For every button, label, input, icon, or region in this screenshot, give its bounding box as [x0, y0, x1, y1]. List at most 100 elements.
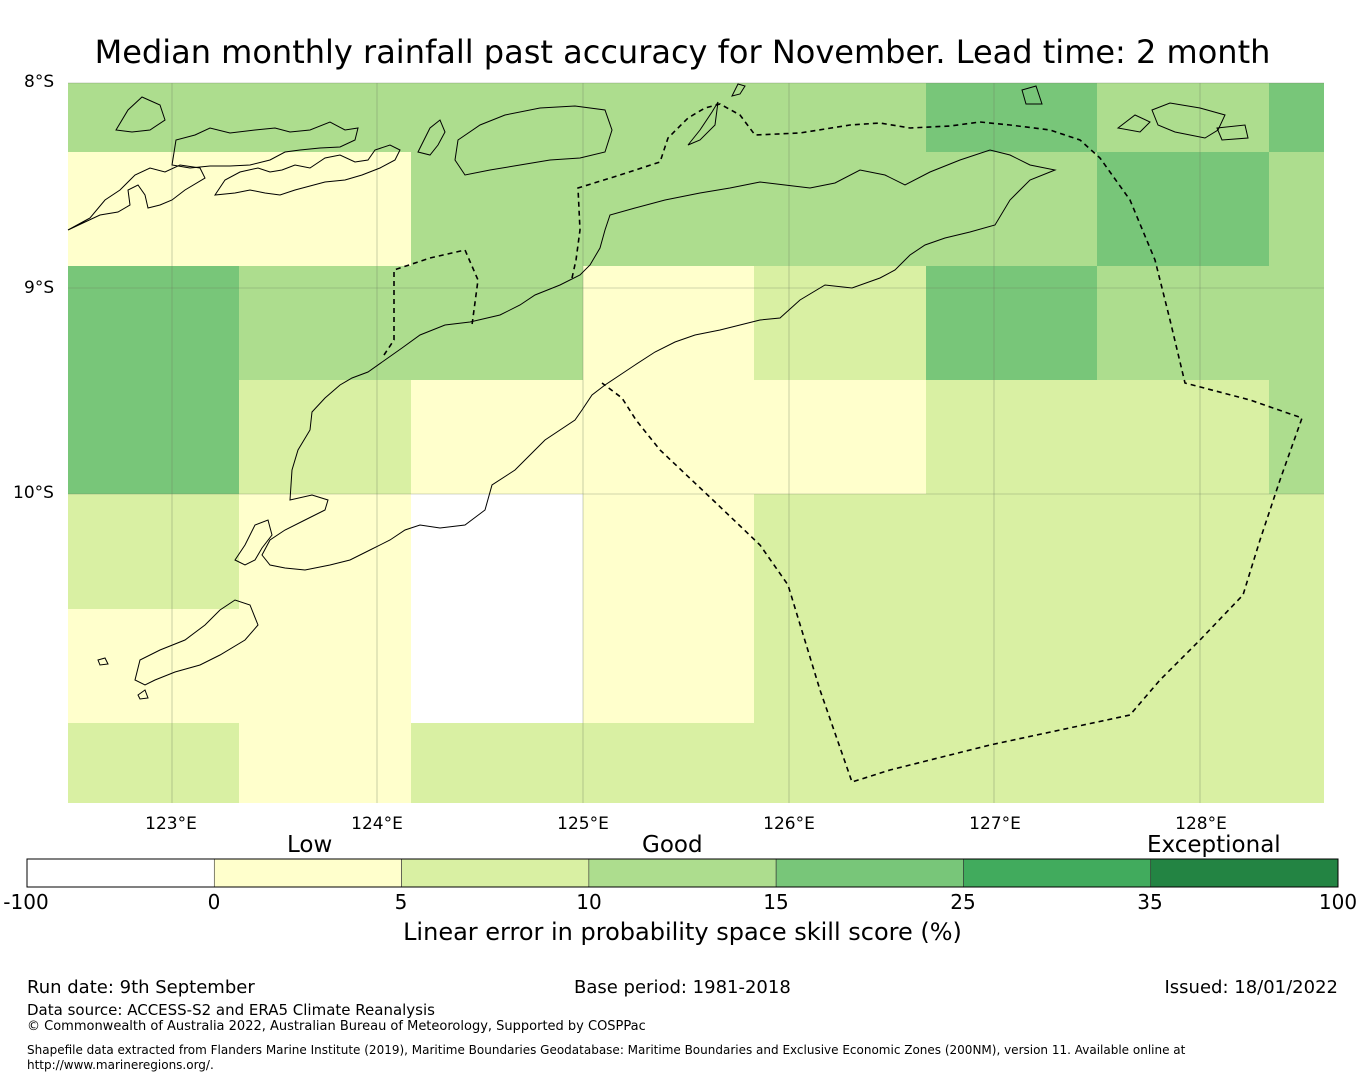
skill-cell — [411, 494, 583, 609]
colorbar-tick-3: 10 — [576, 890, 602, 914]
skill-cell — [1269, 152, 1324, 266]
colorbar-tick-1: 0 — [207, 890, 221, 914]
colorbar-category-low: Low — [287, 832, 333, 858]
skill-cell — [926, 494, 1097, 609]
colorbar-tick-5: 25 — [950, 890, 976, 914]
skill-cell — [926, 83, 1097, 152]
skill-cell — [754, 609, 926, 723]
coastline-north-islands — [67, 164, 206, 231]
skill-cell — [1097, 152, 1269, 266]
skill-cell — [411, 380, 583, 494]
skill-cell — [583, 152, 754, 266]
skill-cell — [926, 723, 1097, 803]
colorbar-swatch — [213, 858, 402, 888]
graticule — [68, 82, 1324, 803]
skill-cell — [754, 266, 926, 380]
coastline-islet — [137, 689, 149, 700]
lon-label-128e: 128°E — [1175, 814, 1227, 834]
eez-boundary-oecusse — [383, 249, 479, 356]
lon-label-123e: 123°E — [145, 814, 197, 834]
skill-cell — [239, 609, 411, 723]
coastline-islet-c — [1216, 124, 1249, 141]
skill-cell — [68, 494, 239, 609]
shapefile-url: http://www.marineregions.org/. — [27, 1058, 214, 1072]
skill-cell — [68, 266, 239, 380]
colorbar-swatch — [588, 858, 777, 888]
shapefile-credit: Shapefile data extracted from Flanders M… — [27, 1043, 1186, 1057]
coastline-alor — [417, 119, 446, 156]
coastline-ndao — [97, 657, 109, 666]
coastline-north-strip — [687, 101, 719, 146]
lat-label-8s: 8°S — [24, 72, 55, 92]
skill-cell — [583, 380, 754, 494]
skill-cell — [754, 83, 926, 152]
skill-cell — [1269, 380, 1324, 494]
coastline-top-sliver — [731, 83, 746, 97]
skill-cell — [1097, 266, 1269, 380]
skill-cell — [68, 83, 239, 152]
coastline-east-island — [1021, 85, 1043, 105]
lon-label-126e: 126°E — [763, 814, 815, 834]
skill-cell — [411, 609, 583, 723]
skill-grid — [68, 83, 1324, 803]
colorbar-tick-2: 5 — [394, 890, 408, 914]
skill-cell — [411, 152, 583, 266]
coastline-island-c — [213, 144, 401, 196]
lon-label-127e: 127°E — [969, 814, 1021, 834]
skill-cell — [68, 380, 239, 494]
skill-cell — [411, 266, 583, 380]
coastline-islet-b — [1116, 114, 1151, 133]
skill-cell — [68, 609, 239, 723]
skill-cell — [583, 723, 754, 803]
colorbar-tick-7: 100 — [1318, 890, 1358, 914]
skill-cell — [583, 266, 754, 380]
skill-cell — [239, 83, 411, 152]
skill-cell — [754, 494, 926, 609]
map-title: Median monthly rainfall past accuracy fo… — [94, 33, 1271, 71]
skill-cell — [239, 266, 411, 380]
skill-cell — [1097, 494, 1269, 609]
run-date: Run date: 9th September — [27, 977, 255, 998]
data-source: Data source: ACCESS-S2 and ERA5 Climate … — [27, 1001, 435, 1019]
colorbar-tick-6: 35 — [1137, 890, 1163, 914]
lat-label-9s: 9°S — [24, 278, 55, 298]
skill-cell — [1097, 609, 1269, 723]
colorbar-swatch — [1150, 858, 1339, 888]
lon-label-124e: 124°E — [351, 814, 403, 834]
skill-cell — [583, 83, 754, 152]
skill-cell — [239, 380, 411, 494]
skill-cell — [926, 609, 1097, 723]
coastline-rote — [134, 599, 259, 686]
coastline-island-a — [115, 96, 166, 133]
skill-cell — [926, 266, 1097, 380]
coastline-timor — [261, 149, 1057, 571]
coastline-wetar — [454, 105, 613, 176]
skill-cell — [1269, 494, 1324, 609]
skill-cell — [239, 723, 411, 803]
eez-boundary-north — [571, 103, 1304, 783]
skill-cell — [1269, 723, 1324, 803]
colorbar-title: Linear error in probability space skill … — [403, 918, 962, 946]
base-period: Base period: 1981-2018 — [574, 977, 791, 998]
colorbar-tick-4: 15 — [763, 890, 789, 914]
skill-cell — [68, 723, 239, 803]
colorbar-swatch — [26, 858, 215, 888]
skill-cell — [239, 494, 411, 609]
colorbar — [26, 858, 1339, 888]
lon-label-125e: 125°E — [557, 814, 609, 834]
skill-cell — [926, 380, 1097, 494]
maritime-boundaries — [383, 103, 1304, 783]
skill-cell — [1269, 609, 1324, 723]
skill-cell — [411, 723, 583, 803]
coastline-semau — [234, 519, 273, 566]
skill-cell — [583, 609, 754, 723]
skill-cell — [754, 152, 926, 266]
colorbar-tick-0: -100 — [3, 890, 49, 914]
skill-cell — [1097, 380, 1269, 494]
copyright: © Commonwealth of Australia 2022, Austra… — [27, 1019, 646, 1034]
colorbar-frame — [26, 858, 1339, 888]
skill-cell — [754, 723, 926, 803]
skill-cell — [926, 152, 1097, 266]
skill-cell — [583, 494, 754, 609]
